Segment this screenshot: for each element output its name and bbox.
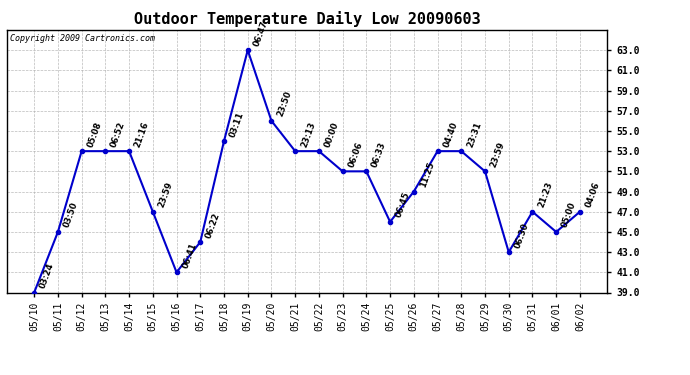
Text: 21:23: 21:23 [537,181,554,209]
Text: 06:30: 06:30 [513,221,531,249]
Text: 23:59: 23:59 [489,141,506,169]
Text: 06:45: 06:45 [394,191,412,219]
Text: 06:52: 06:52 [110,120,127,148]
Text: 06:06: 06:06 [347,141,364,169]
Text: 11:25: 11:25 [418,160,435,189]
Text: 21:16: 21:16 [133,120,151,148]
Text: 06:41: 06:41 [181,242,198,270]
Text: 06:22: 06:22 [204,211,222,239]
Text: 23:59: 23:59 [157,181,175,209]
Text: 23:50: 23:50 [275,90,293,118]
Text: 03:50: 03:50 [62,201,79,229]
Text: 23:13: 23:13 [299,120,317,148]
Text: 00:00: 00:00 [323,120,341,148]
Text: 03:11: 03:11 [228,110,246,138]
Text: 03:24: 03:24 [39,262,56,290]
Text: 06:33: 06:33 [371,141,388,169]
Text: 23:31: 23:31 [466,120,483,148]
Text: 06:47: 06:47 [252,20,270,47]
Text: Copyright 2009 Cartronics.com: Copyright 2009 Cartronics.com [10,34,155,43]
Text: 05:08: 05:08 [86,120,104,148]
Title: Outdoor Temperature Daily Low 20090603: Outdoor Temperature Daily Low 20090603 [134,12,480,27]
Text: 04:40: 04:40 [442,120,460,148]
Text: 04:06: 04:06 [584,181,602,209]
Text: 05:00: 05:00 [560,201,578,229]
